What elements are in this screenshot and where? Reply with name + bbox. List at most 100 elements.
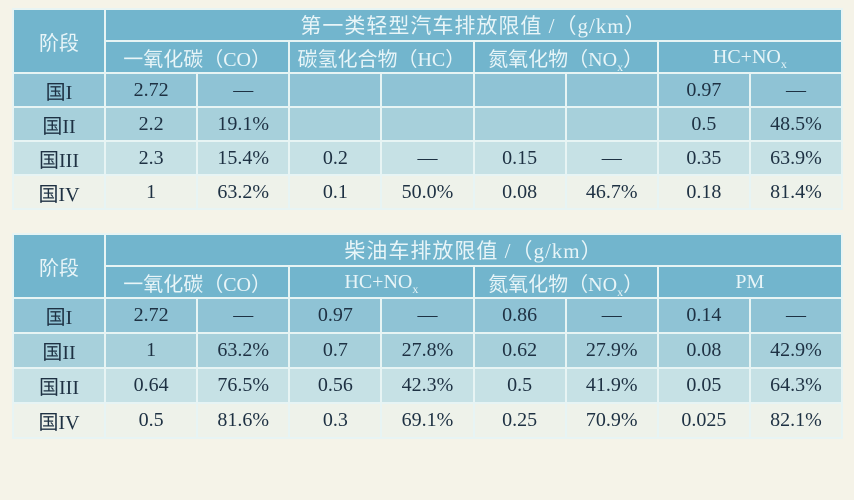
group-label-sub: x bbox=[617, 284, 624, 298]
stage-cell: 国II bbox=[12, 332, 106, 369]
group-label-sub: x bbox=[780, 56, 787, 71]
table-cell: 50.0% bbox=[380, 174, 475, 210]
table-cell: 0.86 bbox=[472, 297, 567, 334]
table-cell: 0.2 bbox=[288, 140, 383, 176]
table-cell: 0.08 bbox=[656, 332, 751, 369]
col-group-nox: 氮氧化物（NOx） bbox=[472, 40, 659, 74]
group-label-text: PM bbox=[735, 270, 765, 293]
group-label-text: ） bbox=[623, 48, 644, 71]
table-cell: 2.3 bbox=[103, 140, 199, 176]
table-cell: 0.97 bbox=[288, 297, 383, 334]
table-cell: 63.9% bbox=[748, 140, 844, 176]
table-cell: 27.8% bbox=[380, 332, 475, 369]
stage-cell: 国I bbox=[12, 297, 106, 334]
table-cell: 0.3 bbox=[288, 402, 383, 439]
table-cell bbox=[288, 72, 383, 108]
group-label-sub: x bbox=[412, 281, 419, 296]
stage-cell: 国III bbox=[12, 140, 106, 176]
table-row: 国I 2.72 — 0.97 — 0.86 — 0.14 — bbox=[12, 297, 844, 334]
col-group-hc-nox: HC+NOx bbox=[288, 265, 475, 299]
col-group-pm: PM bbox=[656, 265, 844, 299]
col-group-hc: 碳氢化合物（HC） bbox=[288, 40, 475, 74]
table-cell: 76.5% bbox=[196, 367, 291, 404]
table-cell: 0.14 bbox=[656, 297, 751, 334]
table-cell: 0.5 bbox=[472, 367, 567, 404]
diesel-vehicle-emission-table: 阶段 柴油车排放限值 /（g/km） 一氧化碳（CO） HC+NOx 氮氧化物（… bbox=[12, 233, 844, 439]
group-label-text: HC+NO bbox=[344, 270, 413, 293]
table-cell bbox=[472, 106, 567, 142]
table-cell: 41.9% bbox=[564, 367, 659, 404]
stage-cell: 国IV bbox=[12, 174, 106, 210]
group-label-text: 氮氧化物（NO bbox=[488, 48, 618, 71]
table-cell: 0.5 bbox=[656, 106, 751, 142]
table-cell: — bbox=[196, 297, 291, 334]
table-cell: 0.64 bbox=[103, 367, 199, 404]
table-cell: 0.1 bbox=[288, 174, 383, 210]
column-group-row: 一氧化碳（CO） HC+NOx 氮氧化物（NOx） PM bbox=[13, 265, 844, 299]
table-cell: 63.2% bbox=[196, 332, 291, 369]
table-cell: — bbox=[748, 72, 844, 108]
table-cell: — bbox=[380, 140, 475, 176]
table-cell: 0.62 bbox=[472, 332, 567, 369]
table-title: 柴油车排放限值 /（g/km） bbox=[104, 233, 843, 267]
table-row: 国III 2.3 15.4% 0.2 — 0.15 — 0.35 63.9% bbox=[12, 140, 844, 176]
table-cell: — bbox=[564, 297, 659, 334]
table-cell: 2.2 bbox=[103, 106, 199, 142]
column-group-row: 一氧化碳（CO） 碳氢化合物（HC） 氮氧化物（NOx） HC+NOx bbox=[13, 40, 844, 74]
stage-cell: 国I bbox=[12, 72, 106, 108]
table-cell: — bbox=[748, 297, 844, 334]
table-cell: 0.05 bbox=[656, 367, 751, 404]
table-cell bbox=[380, 72, 475, 108]
table-cell: — bbox=[196, 72, 291, 108]
table-cell: — bbox=[380, 297, 475, 334]
table-cell: 0.025 bbox=[656, 402, 751, 439]
table-cell: 1 bbox=[103, 332, 199, 369]
table-cell: 0.97 bbox=[656, 72, 751, 108]
table-cell: 15.4% bbox=[196, 140, 291, 176]
table-cell: 42.3% bbox=[380, 367, 475, 404]
group-label-text: 一氧化碳（CO） bbox=[123, 273, 272, 296]
stage-cell: 国III bbox=[12, 367, 106, 404]
table-cell: 69.1% bbox=[380, 402, 475, 439]
col-group-co: 一氧化碳（CO） bbox=[103, 40, 291, 74]
stage-cell: 国II bbox=[12, 106, 106, 142]
title-row: 阶段 柴油车排放限值 /（g/km） bbox=[12, 233, 843, 299]
table-cell: 70.9% bbox=[564, 402, 659, 439]
table-cell: 0.15 bbox=[472, 140, 567, 176]
stage-column-header: 阶段 bbox=[12, 233, 106, 299]
table-row: 国II 1 63.2% 0.7 27.8% 0.62 27.9% 0.08 42… bbox=[12, 332, 844, 369]
table-cell bbox=[472, 72, 567, 108]
table-cell: 1 bbox=[103, 174, 199, 210]
title-row: 阶段 第一类轻型汽车排放限值 /（g/km） bbox=[12, 8, 843, 74]
table-cell bbox=[380, 106, 475, 142]
stage-cell: 国IV bbox=[12, 402, 106, 439]
table-cell: 0.35 bbox=[656, 140, 751, 176]
group-label-text: 碳氢化合物（HC） bbox=[297, 48, 466, 71]
table-cell: 0.7 bbox=[288, 332, 383, 369]
table-row: 国IV 0.5 81.6% 0.3 69.1% 0.25 70.9% 0.025… bbox=[12, 402, 844, 439]
group-label-text: 氮氧化物（NO bbox=[488, 273, 618, 296]
table-cell bbox=[288, 106, 383, 142]
table-cell: 19.1% bbox=[196, 106, 291, 142]
table-title: 第一类轻型汽车排放限值 /（g/km） bbox=[104, 8, 843, 42]
table-cell: 48.5% bbox=[748, 106, 844, 142]
table-cell: 42.9% bbox=[748, 332, 844, 369]
col-group-hc-nox: HC+NOx bbox=[656, 40, 844, 74]
table-cell: 0.08 bbox=[472, 174, 567, 210]
table-cell: 0.56 bbox=[288, 367, 383, 404]
light-vehicle-emission-table: 阶段 第一类轻型汽车排放限值 /（g/km） 一氧化碳（CO） 碳氢化合物（HC… bbox=[12, 8, 844, 210]
table-cell: 64.3% bbox=[748, 367, 844, 404]
table-row: 国II 2.2 19.1% 0.5 48.5% bbox=[12, 106, 844, 142]
table-row: 国III 0.64 76.5% 0.56 42.3% 0.5 41.9% 0.0… bbox=[12, 367, 844, 404]
table-cell: 46.7% bbox=[564, 174, 659, 210]
table-cell: 0.25 bbox=[472, 402, 567, 439]
table-row: 国I 2.72 — 0.97 — bbox=[12, 72, 844, 108]
col-group-co: 一氧化碳（CO） bbox=[103, 265, 291, 299]
table-cell: 0.18 bbox=[656, 174, 751, 210]
table-cell: 81.4% bbox=[748, 174, 844, 210]
group-label-sub: x bbox=[617, 59, 624, 73]
table-cell: 27.9% bbox=[564, 332, 659, 369]
table-cell: 81.6% bbox=[196, 402, 291, 439]
col-group-nox: 氮氧化物（NOx） bbox=[472, 265, 659, 299]
table-cell bbox=[564, 106, 659, 142]
